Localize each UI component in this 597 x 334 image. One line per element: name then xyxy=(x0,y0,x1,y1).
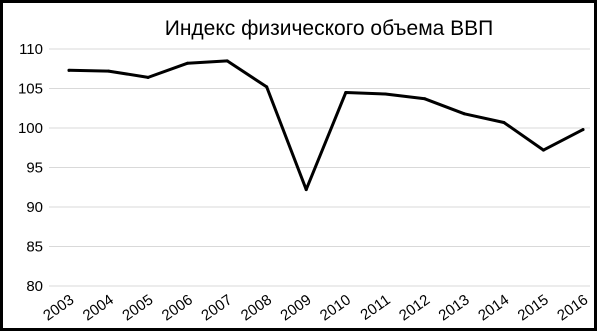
y-tick-label: 80 xyxy=(26,278,43,295)
data-point xyxy=(423,97,427,101)
x-tick-label: 2013 xyxy=(436,291,473,324)
data-point xyxy=(462,112,466,116)
gridlines xyxy=(49,48,590,287)
x-tick-label: 2003 xyxy=(40,291,77,324)
data-point xyxy=(383,92,387,96)
x-tick-label: 2008 xyxy=(238,291,275,324)
y-tick-label: 95 xyxy=(26,160,43,177)
y-tick-label: 110 xyxy=(19,41,43,58)
data-point xyxy=(186,61,190,65)
data-point xyxy=(107,69,111,73)
y-axis-tick-labels: 80 85 90 95 100 105 110 xyxy=(18,41,43,295)
x-tick-label: 2014 xyxy=(475,291,512,324)
data-point xyxy=(225,59,229,63)
x-tick-label: 2004 xyxy=(80,291,117,324)
x-tick-label: 2012 xyxy=(396,291,433,324)
data-point xyxy=(344,90,348,94)
series-line xyxy=(67,59,585,192)
data-point xyxy=(581,128,585,132)
line-chart: Индекс физического объема ВВП 80 85 90 95 10… xyxy=(18,17,591,324)
x-tick-label: 2005 xyxy=(119,291,156,324)
data-point xyxy=(502,120,506,124)
x-tick-label: 2011 xyxy=(357,291,393,323)
y-tick-label: 85 xyxy=(26,239,43,256)
x-axis-tick-labels: 2003 2004 2005 2006 2007 2008 2009 2010 2011 2012… xyxy=(40,291,591,324)
data-point xyxy=(146,75,150,79)
x-tick-label: 2016 xyxy=(554,291,591,324)
y-tick-label: 105 xyxy=(18,81,43,98)
x-tick-label: 2015 xyxy=(515,291,552,324)
data-point xyxy=(67,68,71,72)
data-point xyxy=(541,148,545,152)
data-point xyxy=(304,188,308,192)
chart-title: Индекс физического объема ВВП xyxy=(165,17,494,40)
series-layer xyxy=(67,59,585,192)
x-tick-label: 2009 xyxy=(277,291,314,324)
y-tick-label: 100 xyxy=(18,120,43,137)
x-tick-label: 2010 xyxy=(317,291,354,324)
x-tick-label: 2007 xyxy=(198,291,235,324)
x-tick-label: 2006 xyxy=(159,291,196,324)
data-point xyxy=(265,85,269,89)
y-tick-label: 90 xyxy=(26,199,43,216)
